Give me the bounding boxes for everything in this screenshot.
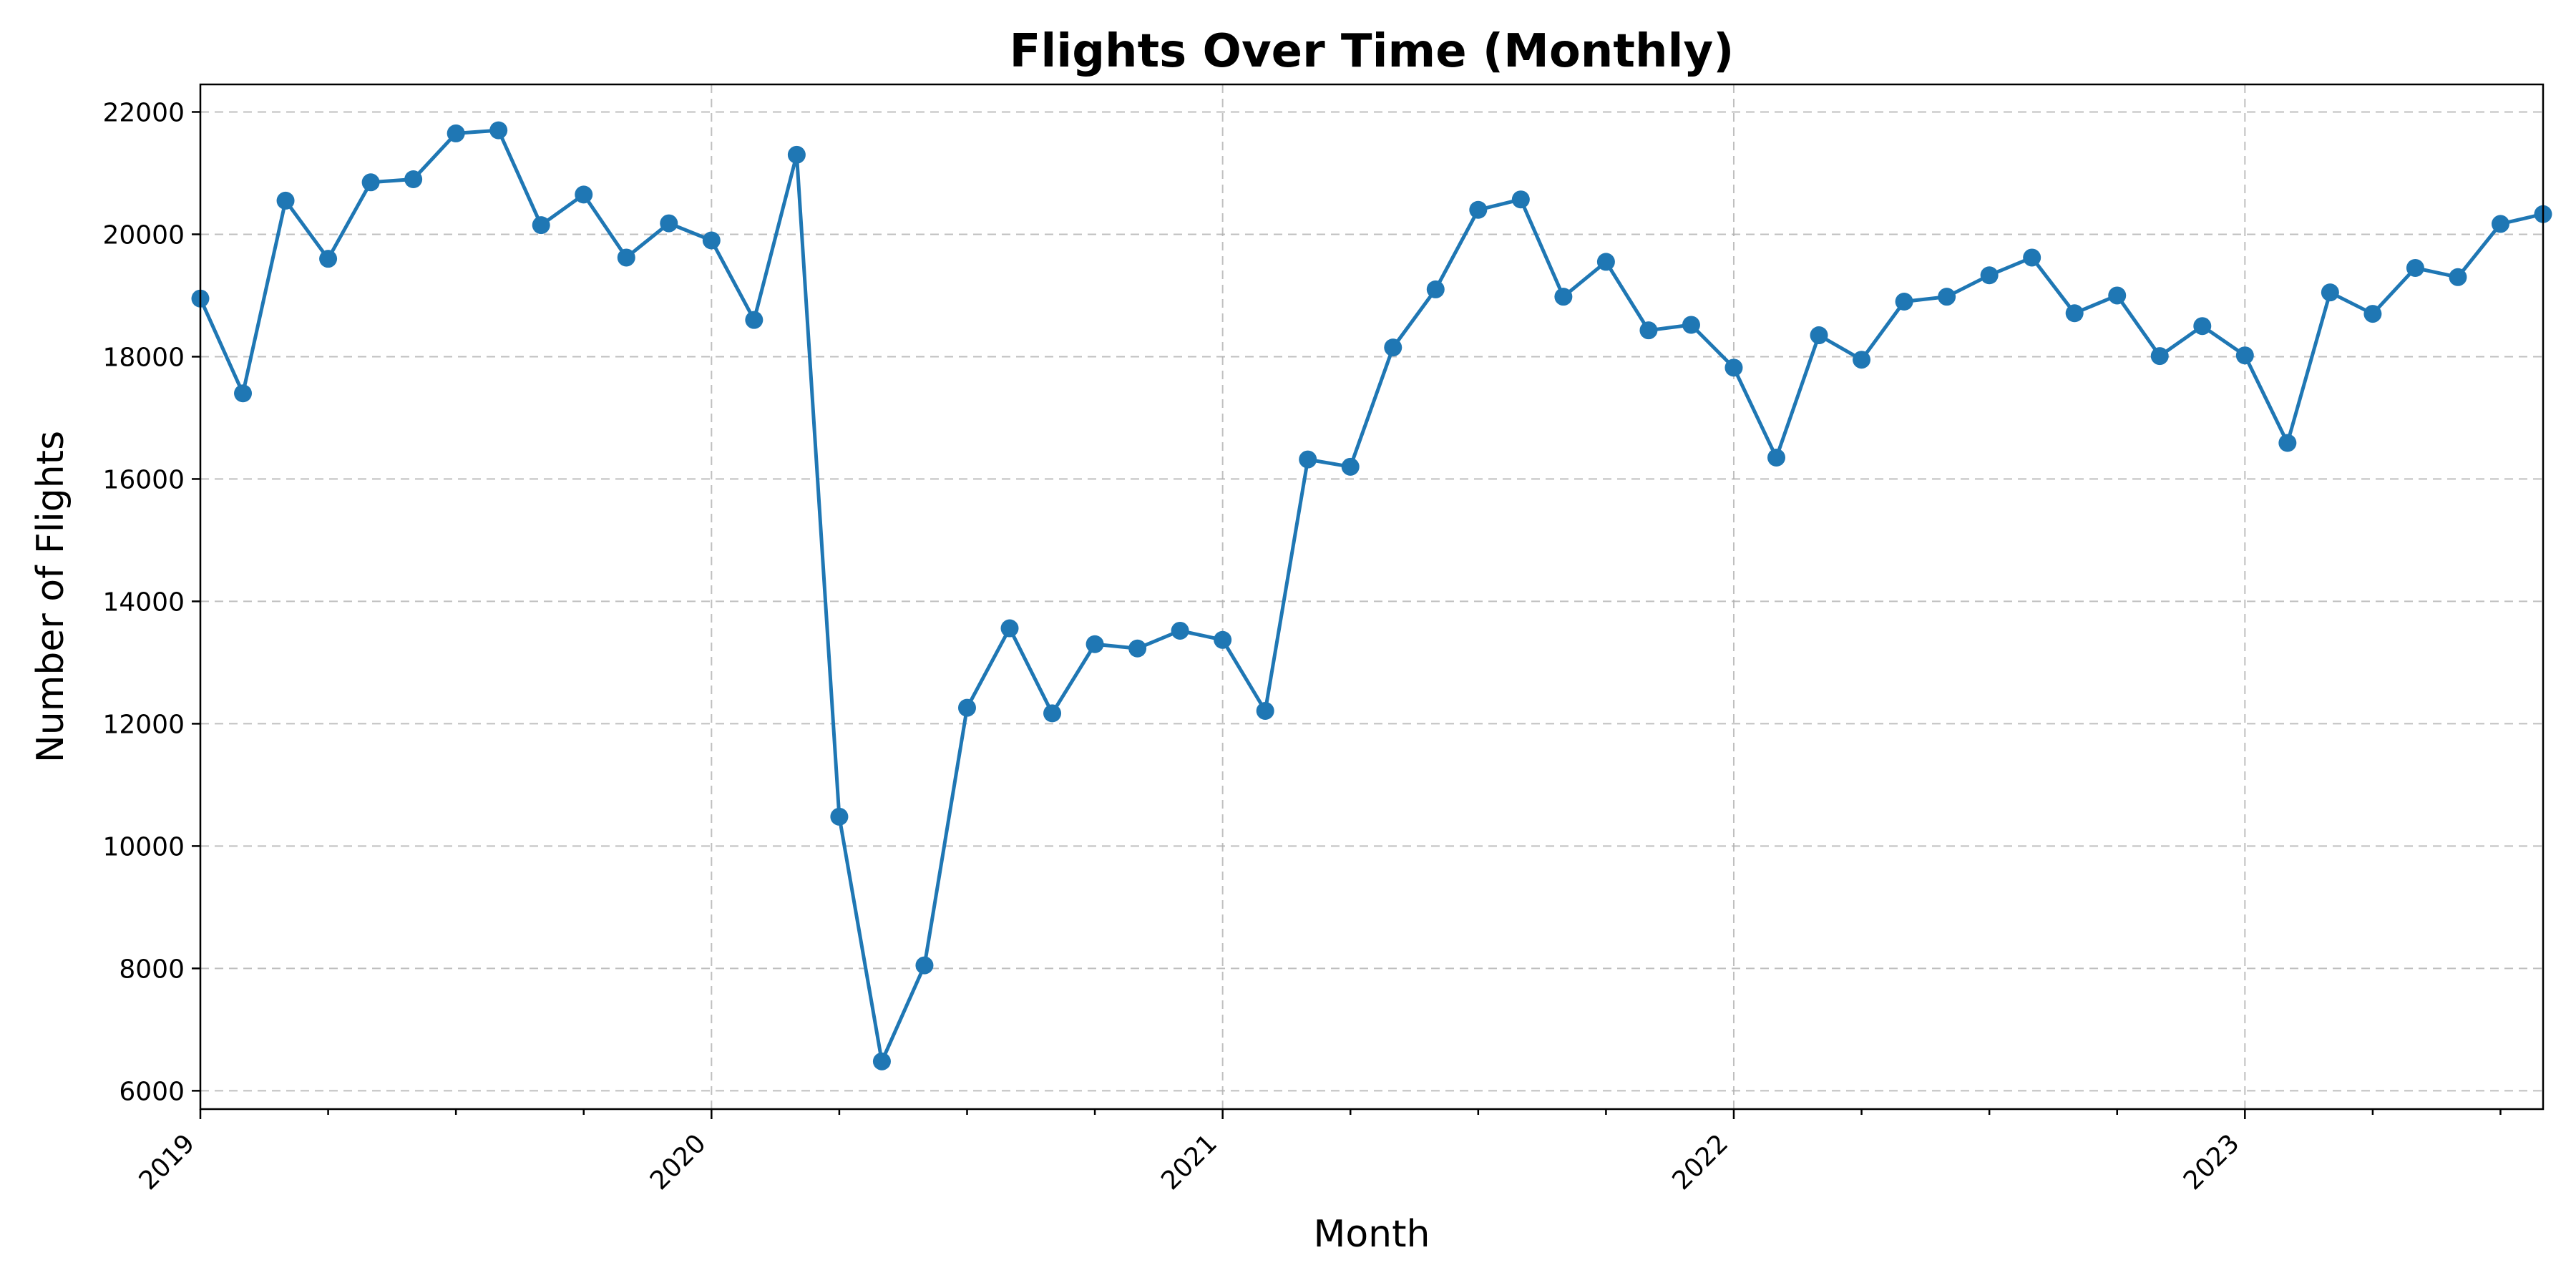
series-line xyxy=(198,128,2544,1063)
x-tick-label: 2023 xyxy=(2178,1128,2245,1196)
data-point xyxy=(787,145,806,164)
data-point xyxy=(404,170,423,189)
y-axis-label: Number of Flights xyxy=(29,431,72,763)
y-tick-label: 8000 xyxy=(119,955,185,984)
data-point xyxy=(1853,351,1871,369)
data-point xyxy=(1938,288,1956,306)
data-point xyxy=(1724,358,1743,377)
data-point xyxy=(1469,200,1488,219)
data-point xyxy=(447,124,465,142)
data-point xyxy=(234,384,253,403)
data-point xyxy=(617,248,635,267)
grid-lines xyxy=(200,84,2543,1109)
data-point xyxy=(1341,457,1360,476)
plot-frame xyxy=(199,83,2545,1111)
data-point xyxy=(2108,286,2127,305)
data-point xyxy=(1043,704,1062,723)
data-point xyxy=(745,311,763,329)
y-tick-label: 12000 xyxy=(102,710,185,739)
data-point xyxy=(1895,292,1913,311)
data-point xyxy=(1171,621,1189,640)
y-tick-label: 20000 xyxy=(102,220,185,250)
data-point xyxy=(361,173,380,192)
data-point xyxy=(276,191,295,210)
x-tick-label: 2019 xyxy=(134,1128,201,1196)
data-point xyxy=(2321,283,2339,302)
data-point xyxy=(1767,449,1786,467)
data-point xyxy=(2449,268,2467,286)
data-point xyxy=(1384,338,1402,357)
data-point xyxy=(1639,321,1658,340)
data-point xyxy=(702,231,721,250)
data-point xyxy=(1682,316,1700,334)
y-tick-label: 22000 xyxy=(102,98,185,127)
data-point xyxy=(830,807,849,826)
y-axis-ticks: 6000 8000 10000 12000 14000 16000 18000 20000 22… xyxy=(102,98,200,1106)
data-point xyxy=(872,1052,891,1070)
data-point xyxy=(319,250,338,268)
y-tick-label: 10000 xyxy=(102,832,185,862)
data-point xyxy=(915,956,934,975)
data-point xyxy=(2065,304,2084,323)
data-point xyxy=(2150,347,2169,366)
y-tick-label: 14000 xyxy=(102,587,185,617)
chart-title: Flights Over Time (Monthly) xyxy=(1010,25,1735,78)
y-tick-label: 16000 xyxy=(102,465,185,494)
data-point xyxy=(957,698,976,717)
y-tick-label: 6000 xyxy=(119,1077,185,1106)
data-point xyxy=(1511,190,1530,209)
data-point xyxy=(1810,326,1828,345)
y-tick-label: 18000 xyxy=(102,343,185,372)
data-point xyxy=(1085,635,1104,653)
data-point xyxy=(2406,258,2424,277)
data-point xyxy=(575,185,593,204)
x-tick-label: 2021 xyxy=(1156,1128,1223,1196)
data-point xyxy=(1426,280,1445,298)
data-point xyxy=(1980,266,1999,285)
flights-series xyxy=(191,121,2552,1070)
data-point xyxy=(1214,630,1232,649)
data-point xyxy=(2278,434,2297,452)
x-axis-ticks: 2019 2020 2021 2022 2023 xyxy=(134,1109,2502,1196)
x-tick-label: 2020 xyxy=(645,1128,712,1196)
x-tick-label: 2022 xyxy=(1667,1128,1735,1196)
data-point xyxy=(489,121,508,140)
data-point xyxy=(1596,253,1615,271)
data-point xyxy=(532,216,550,235)
data-point xyxy=(1000,619,1019,638)
x-axis-label: Month xyxy=(1314,1213,1430,1256)
data-point xyxy=(1299,450,1317,469)
data-point xyxy=(2193,317,2212,336)
data-point xyxy=(2023,248,2041,267)
data-point xyxy=(2235,346,2254,365)
data-point xyxy=(1128,639,1147,658)
data-point xyxy=(1256,701,1274,720)
data-point xyxy=(660,214,678,233)
data-point xyxy=(2491,215,2509,233)
data-point xyxy=(1554,288,1573,306)
data-point xyxy=(2363,305,2382,323)
